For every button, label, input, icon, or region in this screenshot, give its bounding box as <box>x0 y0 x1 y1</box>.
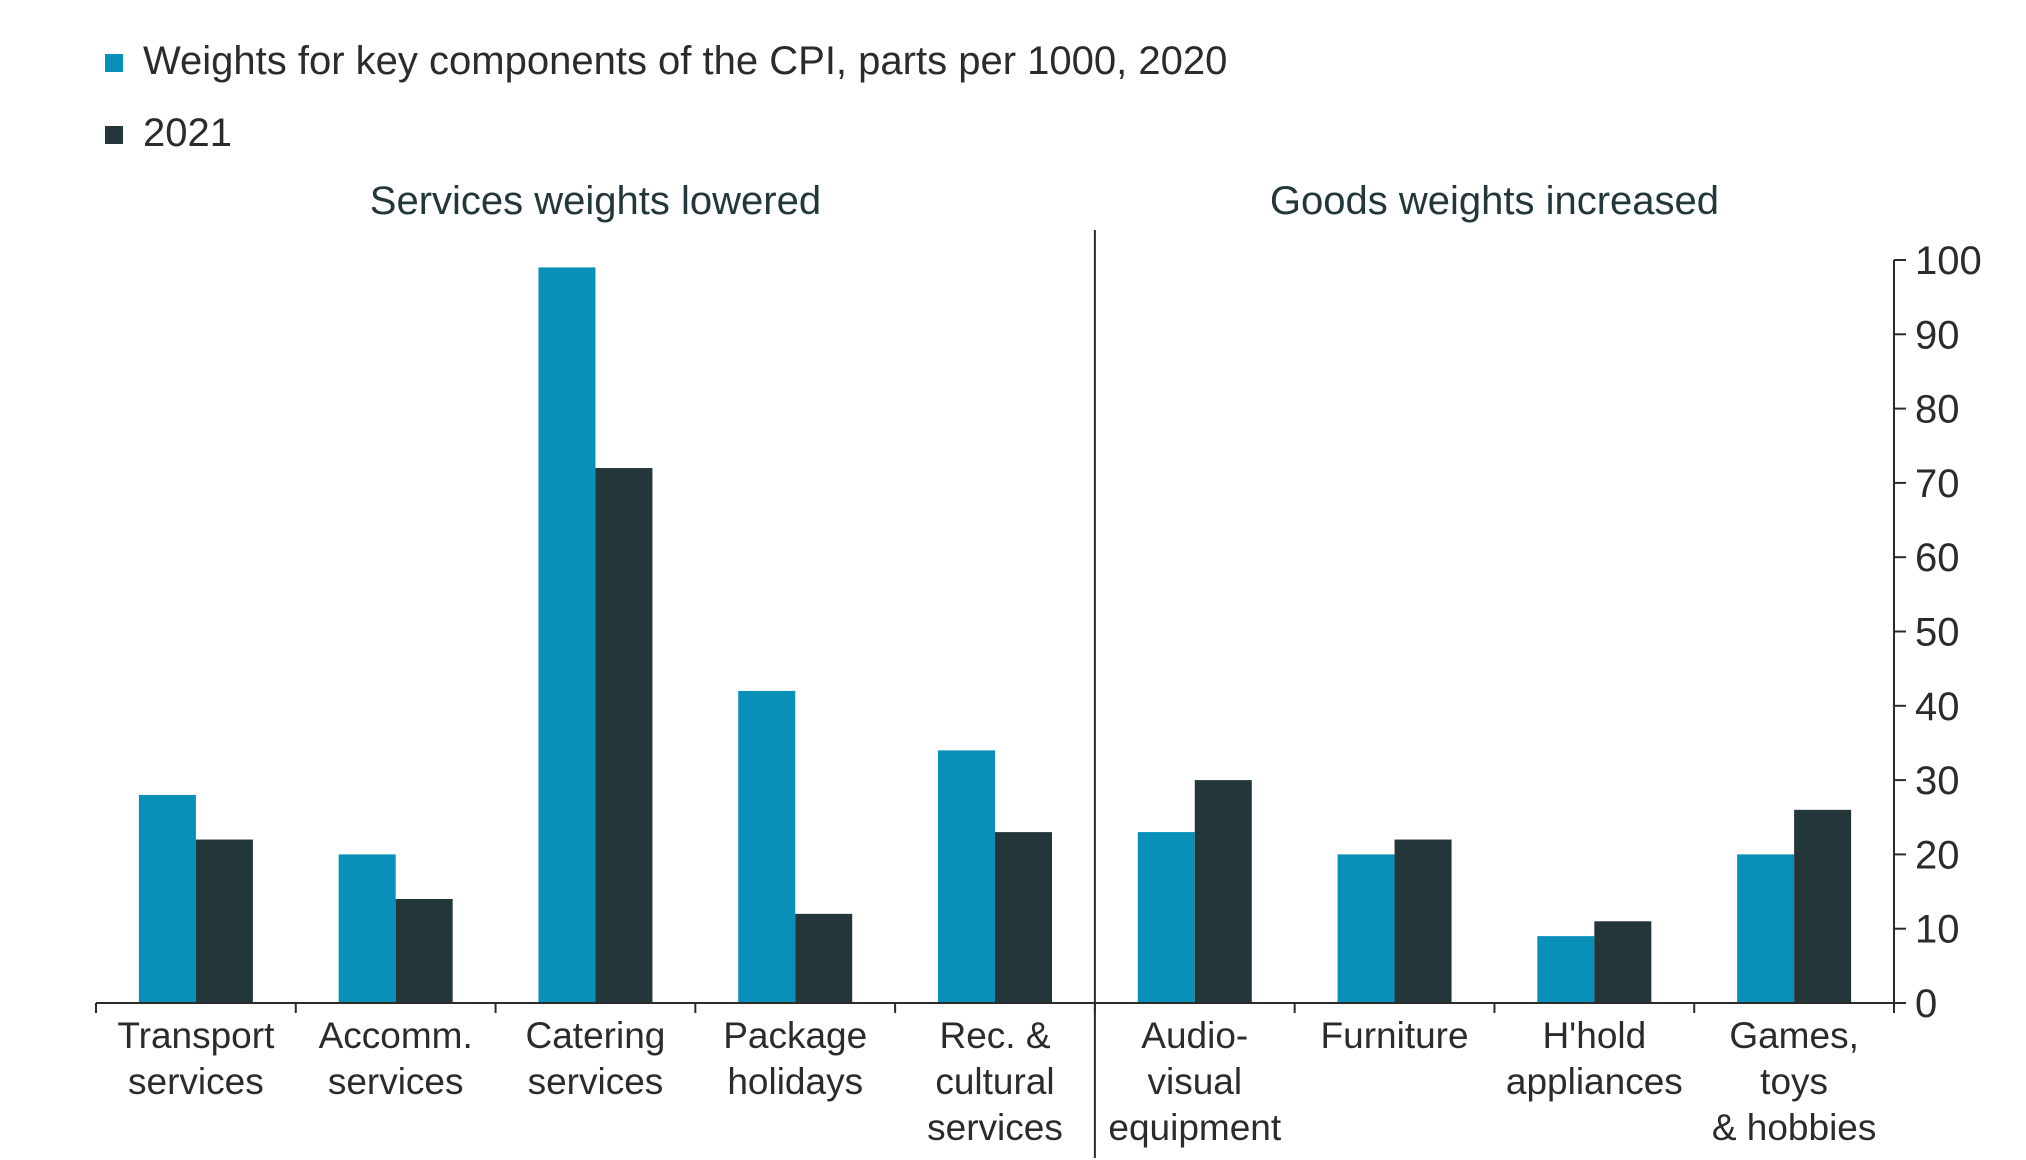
bar-s0-c8 <box>1737 854 1795 1003</box>
y-tick-label-0: 0 <box>1915 982 1937 1026</box>
x-tick-label-0: Transport services <box>117 1015 275 1102</box>
bar-s1-c2 <box>595 468 653 1003</box>
x-tick-label-7: H'hold appliances <box>1506 1015 1683 1102</box>
y-tick-label-4: 40 <box>1915 685 1960 729</box>
y-tick-label-1: 10 <box>1915 908 1960 952</box>
x-tick-label-6: Furniture <box>1321 1015 1469 1056</box>
axes <box>95 230 1906 1158</box>
bar-s0-c7 <box>1537 936 1595 1003</box>
bar-s0-c3 <box>738 690 796 1003</box>
group-labels: Services weights lowered Goods weights in… <box>370 179 1719 223</box>
x-tick-labels: Transport services Accomm. services Catering… <box>117 1015 1876 1148</box>
group-label-0: Services weights lowered <box>370 179 821 223</box>
y-tick-label-3: 30 <box>1915 759 1960 803</box>
legend-swatch-1 <box>105 126 123 144</box>
x-tick-label-4: Rec. & cultural services <box>927 1015 1063 1148</box>
group-label-1: Goods weights increased <box>1270 179 1719 223</box>
bar-s1-c0 <box>195 839 253 1003</box>
bar-s0-c2 <box>538 267 596 1003</box>
legend: Weights for key components of the CPI, p… <box>105 39 1227 155</box>
x-tick-label-5: Audio-visual equipment <box>1108 1015 1282 1148</box>
y-tick-labels: 0 10 20 30 40 50 60 70 80 90 100 <box>1915 239 1982 1026</box>
bar-s0-c4 <box>938 750 995 1003</box>
legend-label-1: 2021 <box>143 111 232 155</box>
x-tick-label-3: Package holidays <box>723 1015 867 1102</box>
legend-swatch-0 <box>105 54 123 72</box>
y-tick-label-6: 60 <box>1915 536 1960 580</box>
bar-s0-c1 <box>338 854 396 1003</box>
bar-s1-c6 <box>1394 839 1452 1003</box>
bar-s1-c7 <box>1594 921 1652 1003</box>
bar-s0-c5 <box>1137 832 1195 1003</box>
bar-s0-c6 <box>1337 854 1395 1003</box>
y-tick-label-10: 100 <box>1915 239 1982 283</box>
y-tick-label-7: 70 <box>1915 462 1960 506</box>
y-tick-label-9: 90 <box>1915 313 1960 357</box>
y-tick-label-2: 20 <box>1915 833 1960 877</box>
bar-s1-c5 <box>1194 780 1252 1003</box>
x-tick-label-8: Games, toys & hobbies <box>1712 1015 1877 1148</box>
bar-s1-c3 <box>795 913 853 1003</box>
bar-s0-c0 <box>138 794 196 1003</box>
bar-s1-c1 <box>395 898 453 1003</box>
bars <box>138 267 1852 1003</box>
bar-s1-c8 <box>1794 809 1852 1003</box>
y-tick-label-5: 50 <box>1915 611 1960 655</box>
y-tick-label-8: 80 <box>1915 388 1960 432</box>
x-tick-label-1: Accomm. services <box>319 1015 473 1102</box>
x-tick-label-2: Catering services <box>526 1015 666 1102</box>
bar-s1-c4 <box>995 832 1052 1003</box>
legend-label-0: Weights for key components of the CPI, p… <box>143 39 1227 83</box>
